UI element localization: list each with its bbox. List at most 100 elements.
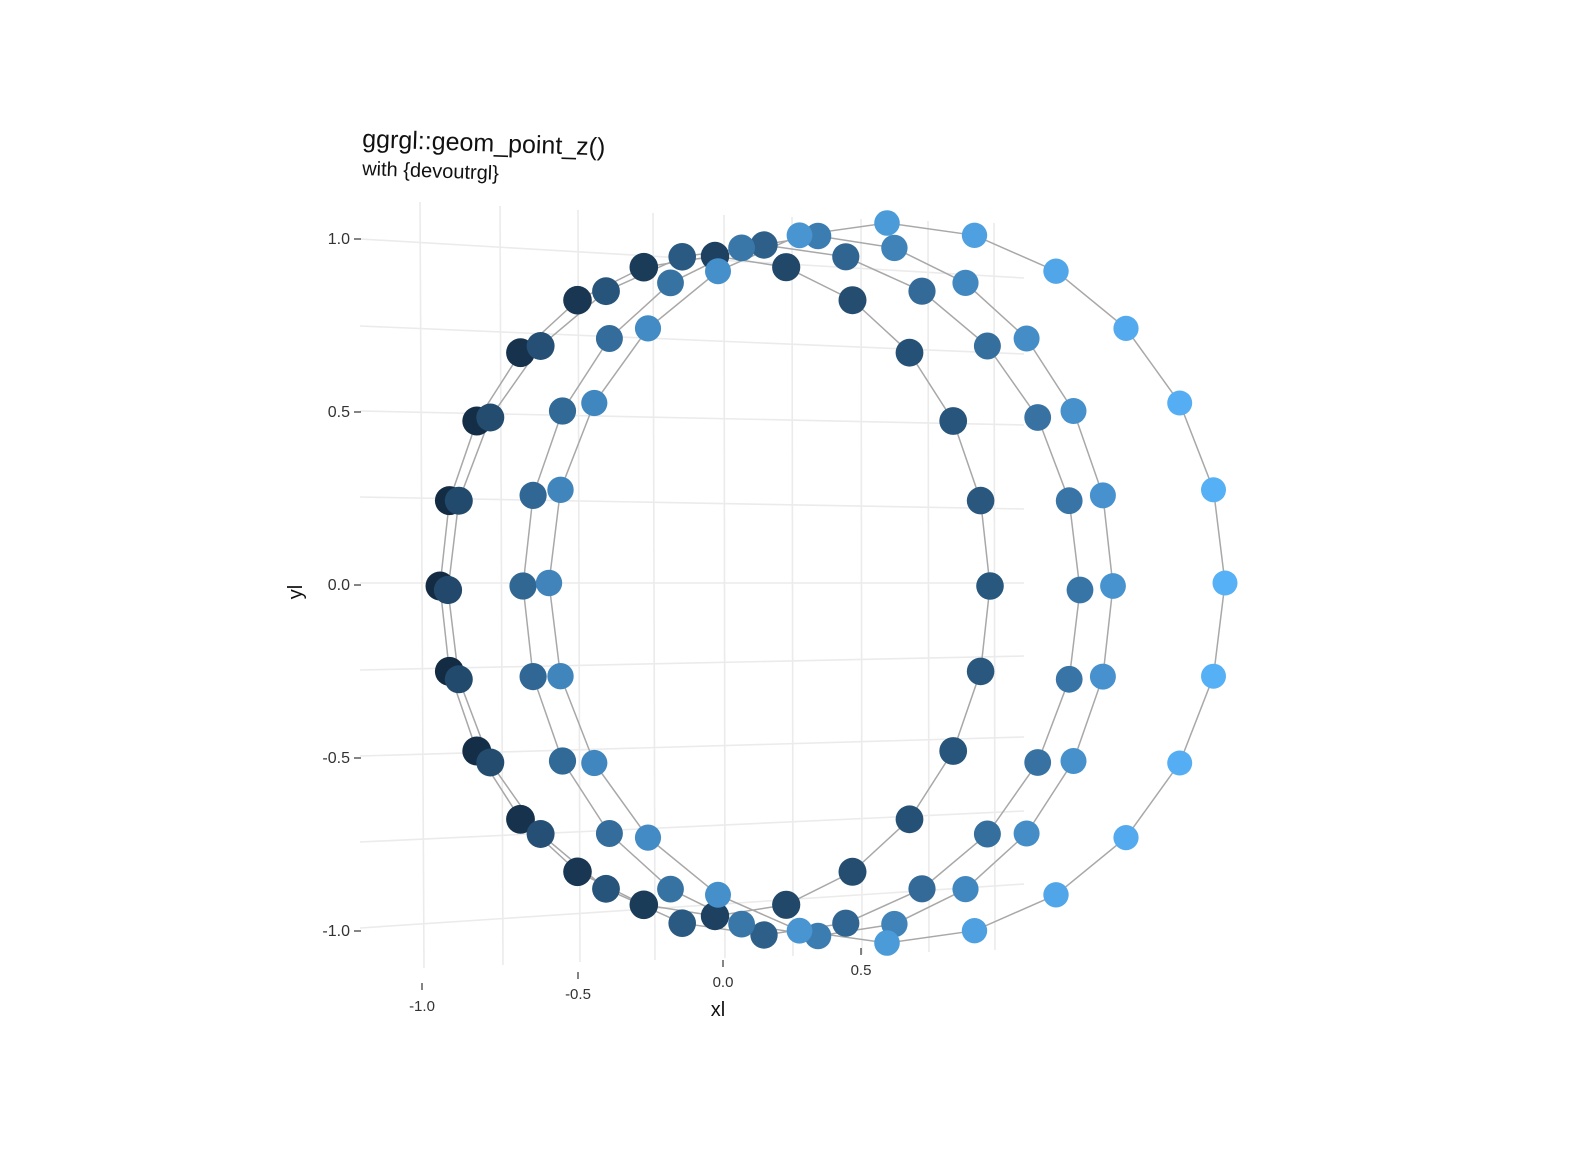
data-point: [1100, 573, 1126, 599]
grid-line: [927, 220, 930, 953]
data-point: [952, 269, 979, 296]
data-point: [1013, 325, 1040, 352]
data-point: [728, 910, 755, 938]
y-tick-label: -1.0: [322, 923, 350, 940]
data-point: [1043, 882, 1069, 908]
x-tick-label: 0.0: [713, 974, 734, 991]
x-tick-label: -0.5: [565, 986, 591, 1003]
data-point: [519, 481, 547, 509]
data-point: [547, 476, 574, 503]
data-point: [1089, 663, 1116, 690]
data-point: [952, 876, 979, 903]
data-point: [838, 857, 867, 886]
x-tick-label: -1.0: [409, 998, 435, 1015]
data-point: [1066, 576, 1094, 604]
data-point: [832, 243, 860, 271]
data-point: [548, 747, 577, 775]
data-point: [1060, 748, 1087, 774]
data-point: [728, 234, 755, 262]
data-point: [634, 315, 662, 342]
x-axis-label: xl: [711, 999, 725, 1021]
data-point: [563, 857, 592, 887]
grid-line: [577, 209, 581, 963]
data-point: [444, 486, 473, 515]
data-point: [629, 252, 659, 282]
data-point: [506, 804, 535, 834]
data-point: [548, 397, 577, 425]
data-point: [1043, 258, 1069, 284]
data-point: [976, 572, 1004, 600]
grid-line: [499, 205, 504, 966]
data-point: [705, 881, 731, 908]
data-point: [895, 805, 924, 834]
data-point: [895, 338, 924, 367]
data-point: [961, 918, 988, 944]
data-point: [629, 890, 659, 920]
data-point: [1055, 665, 1083, 693]
data-point: [1212, 570, 1238, 596]
data-point: [1113, 315, 1139, 341]
data-point: [1060, 398, 1087, 424]
data-point: [838, 286, 867, 315]
data-point: [832, 909, 860, 937]
data-point: [966, 486, 995, 515]
grid-line: [791, 216, 794, 957]
data-point: [908, 875, 936, 903]
data-point: [509, 572, 537, 600]
y-tick-label: 0.5: [328, 404, 350, 421]
x-tick-label: 0.5: [851, 962, 872, 979]
data-point: [657, 269, 684, 297]
data-point: [595, 820, 623, 847]
data-point: [563, 285, 592, 315]
data-point: [657, 875, 684, 903]
data-point: [786, 917, 813, 944]
data-point: [444, 665, 473, 694]
data-point: [908, 277, 936, 305]
chart-subtitle: with {devoutrgl}: [361, 158, 500, 185]
data-point: [581, 749, 608, 777]
data-point: [581, 389, 608, 417]
data-point: [1167, 390, 1193, 416]
data-point: [700, 901, 730, 931]
data-point: [881, 234, 908, 262]
data-point: [535, 569, 563, 597]
chart-title: ggrgl::geom_point_z(): [362, 125, 606, 161]
data-point: [961, 222, 988, 248]
data-point: [1024, 749, 1052, 776]
grid-line: [359, 736, 1025, 757]
data-point: [634, 824, 662, 851]
data-point: [1167, 750, 1193, 776]
data-point: [1024, 404, 1052, 431]
data-point: [547, 663, 574, 690]
grid-line: [359, 410, 1025, 426]
data-point: [1013, 820, 1040, 847]
data-point: [966, 657, 995, 686]
data-point: [874, 930, 900, 956]
data-point: [786, 222, 813, 249]
data-point: [874, 210, 900, 236]
data-point: [973, 820, 1001, 848]
points-layer: [425, 210, 1238, 956]
x-axis: -1.0 -0.5 0.0 0.5: [409, 948, 871, 1015]
y-axis: 1.0 0.5 0.0 -0.5 -1.0: [322, 231, 361, 940]
data-point: [519, 663, 547, 691]
data-point: [973, 332, 1001, 360]
data-point: [1113, 825, 1139, 851]
data-point: [433, 575, 463, 605]
grid-line: [419, 201, 425, 969]
grid-line: [359, 655, 1025, 671]
y-tick-label: 1.0: [328, 231, 350, 248]
grid-line: [359, 325, 1025, 355]
data-point: [526, 820, 555, 848]
data-point: [595, 325, 623, 352]
data-point: [939, 407, 968, 435]
grid-line: [723, 214, 726, 959]
data-point: [750, 921, 778, 949]
y-axis-label: yl: [285, 585, 307, 599]
data-point: [1055, 487, 1083, 515]
data-point: [939, 737, 968, 765]
data-point: [476, 403, 505, 432]
data-point: [1201, 477, 1226, 503]
data-point: [668, 909, 696, 937]
